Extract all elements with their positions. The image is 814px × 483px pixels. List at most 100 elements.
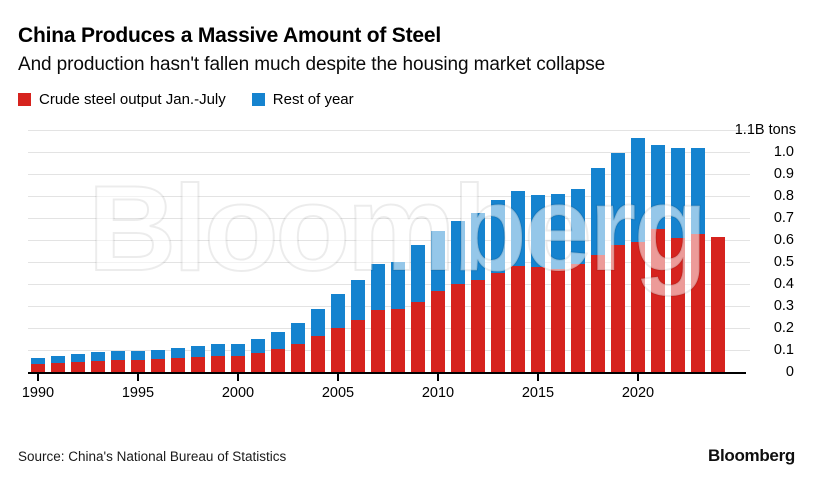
bar-segment-rest-of-year-1995: [131, 351, 145, 360]
bar-segment-jan-july-1996: [151, 359, 165, 372]
bar-segment-jan-july-2018: [591, 255, 605, 372]
bar-segment-rest-of-year-2016: [551, 194, 565, 269]
gridline: [28, 262, 750, 263]
bar-segment-jan-july-2016: [551, 269, 565, 372]
gridline: [28, 152, 750, 153]
legend-swatch-red: [18, 93, 31, 106]
bar-segment-jan-july-1990: [31, 364, 45, 372]
bar-segment-rest-of-year-2004: [311, 309, 325, 336]
bar-segment-jan-july-2004: [311, 336, 325, 372]
gridline: [28, 218, 750, 219]
y-tick-label: 0.8: [773, 188, 794, 204]
bar-segment-jan-july-2022: [671, 238, 685, 372]
bar-segment-jan-july-1998: [191, 357, 205, 372]
bar-segment-rest-of-year-1998: [191, 346, 205, 357]
bar-segment-jan-july-2005: [331, 328, 345, 372]
gridline: [28, 196, 750, 197]
chart-subtitle: And production hasn't fallen much despit…: [18, 54, 606, 75]
y-tick-label: 0.9: [773, 166, 794, 182]
x-tick-label: 2005: [321, 385, 355, 401]
bar-segment-rest-of-year-1991: [51, 356, 65, 363]
gridline: [28, 306, 750, 307]
y-tick-label: 0: [785, 364, 794, 380]
bar-segment-rest-of-year-2022: [671, 148, 685, 238]
bar-segment-rest-of-year-2005: [331, 294, 345, 328]
y-tick-label: 0.6: [773, 232, 794, 248]
bar-segment-rest-of-year-2018: [591, 168, 605, 255]
x-axis-tick: [337, 374, 339, 381]
bar-segment-jan-july-2001: [251, 353, 265, 372]
x-axis-tick: [637, 374, 639, 381]
bar-segment-jan-july-1992: [71, 362, 85, 372]
bar-segment-rest-of-year-2003: [291, 323, 305, 344]
legend-label: Crude steel output Jan.-July: [39, 91, 226, 108]
bar-segment-jan-july-2007: [371, 310, 385, 372]
gridline: [28, 328, 750, 329]
bar-segment-rest-of-year-2013: [491, 200, 505, 273]
legend-item-rest-of-year: Rest of year: [251, 91, 354, 108]
gridline: [28, 130, 750, 131]
bar-segment-jan-july-2019: [611, 245, 625, 372]
gridline: [28, 284, 750, 285]
bar-segment-jan-july-2010: [431, 291, 445, 372]
bar-segment-jan-july-2021: [651, 229, 665, 372]
gridline: [28, 174, 750, 175]
bar-segment-jan-july-2015: [531, 267, 545, 372]
bar-segment-jan-july-2006: [351, 320, 365, 372]
source-credit: Source: China's National Bureau of Stati…: [18, 449, 287, 464]
bar-segment-jan-july-1993: [91, 361, 105, 372]
y-tick-label: 0.3: [773, 298, 794, 314]
bar-segment-jan-july-2017: [571, 264, 585, 372]
x-tick-label: 1995: [121, 385, 155, 401]
bar-segment-rest-of-year-2000: [231, 344, 245, 356]
bar-segment-jan-july-2023: [691, 234, 705, 372]
x-tick-label: 2015: [521, 385, 555, 401]
bar-segment-jan-july-2024: [711, 237, 725, 372]
bar-segment-rest-of-year-2011: [451, 221, 465, 284]
bar-segment-jan-july-2020: [631, 242, 645, 372]
bar-segment-rest-of-year-2009: [411, 245, 425, 302]
bar-segment-jan-july-2008: [391, 309, 405, 372]
bar-segment-rest-of-year-2008: [391, 262, 405, 309]
y-tick-label: 0.2: [773, 320, 794, 336]
gridline: [28, 350, 750, 351]
bar-segment-rest-of-year-2023: [691, 148, 705, 234]
bar-segment-rest-of-year-1999: [211, 344, 225, 356]
page-title: China Produces a Massive Amount of Steel: [18, 24, 441, 47]
bar-segment-rest-of-year-1992: [71, 354, 85, 362]
bar-segment-jan-july-2014: [511, 266, 525, 372]
bar-segment-rest-of-year-1996: [151, 350, 165, 359]
x-axis-tick: [37, 374, 39, 381]
bar-segment-jan-july-1997: [171, 358, 185, 372]
y-tick-label: 0.7: [773, 210, 794, 226]
bar-segment-jan-july-1999: [211, 356, 225, 372]
y-axis-unit-label: 1.1B tons: [734, 122, 796, 138]
bar-segment-rest-of-year-2020: [631, 138, 645, 242]
bar-segment-jan-july-1995: [131, 360, 145, 372]
bar-segment-jan-july-2009: [411, 302, 425, 372]
bar-segment-jan-july-2002: [271, 349, 285, 372]
bar-segment-jan-july-2012: [471, 280, 485, 372]
bar-segment-rest-of-year-2017: [571, 189, 585, 264]
x-axis-tick: [437, 374, 439, 381]
x-axis-tick: [537, 374, 539, 381]
bar-segment-jan-july-2003: [291, 344, 305, 372]
legend-swatch-blue: [251, 93, 265, 106]
bar-segment-jan-july-1994: [111, 360, 125, 372]
gridline: [28, 240, 750, 241]
bar-segment-rest-of-year-2010: [431, 231, 445, 291]
bar-segment-jan-july-2013: [491, 273, 505, 372]
legend-label: Rest of year: [272, 91, 354, 108]
y-tick-label: 1.0: [773, 144, 794, 160]
x-tick-label: 1990: [21, 385, 55, 401]
bar-segment-rest-of-year-2015: [531, 195, 545, 267]
chart-legend: Crude steel output Jan.-July Rest of yea…: [18, 91, 380, 108]
x-axis-tick: [137, 374, 139, 381]
bar-segment-rest-of-year-1990: [31, 358, 45, 364]
bar-segment-rest-of-year-2001: [251, 339, 265, 353]
x-tick-label: 2000: [221, 385, 255, 401]
legend-item-jan-july: Crude steel output Jan.-July: [18, 91, 226, 108]
bar-segment-rest-of-year-2021: [651, 145, 665, 229]
y-tick-label: 0.1: [773, 342, 794, 358]
